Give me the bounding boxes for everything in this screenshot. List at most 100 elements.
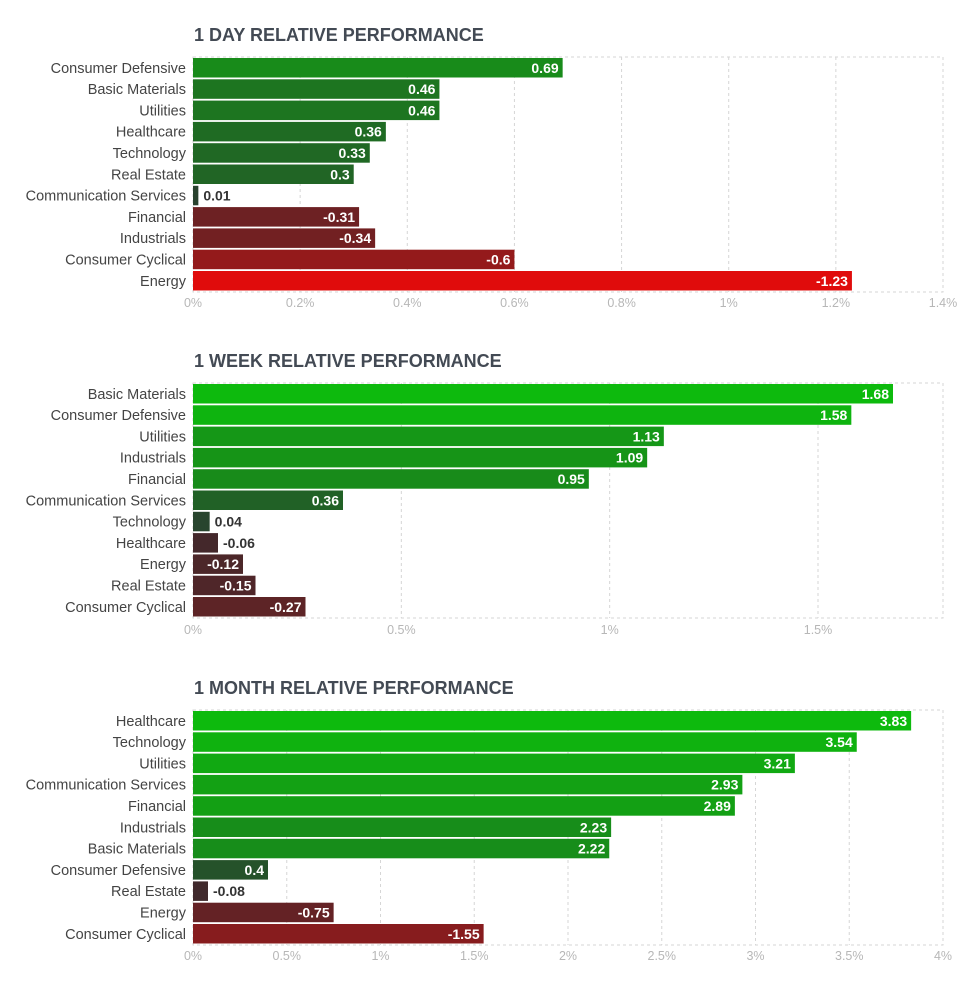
bar: [193, 384, 893, 404]
bar: [193, 817, 612, 837]
bar: [193, 249, 515, 270]
bar: [193, 79, 440, 99]
data-label: -0.31: [323, 209, 355, 225]
data-label: 3.83: [880, 713, 907, 729]
category-label: Consumer Cyclical: [65, 927, 186, 943]
category-label: Consumer Defensive: [51, 863, 186, 879]
chart-1-day: 1 DAY RELATIVE PERFORMANCE 0% 0.2% 0.4% 0.6…: [26, 25, 958, 310]
x-tick-label: 3.5%: [835, 949, 864, 963]
x-tick-label: 3%: [746, 949, 764, 963]
bar: [193, 860, 268, 880]
bar: [193, 881, 208, 901]
data-label: 0.3: [330, 166, 350, 182]
bar: [193, 774, 743, 795]
category-label: Technology: [113, 515, 187, 531]
bar: [193, 732, 857, 752]
bar: [193, 426, 664, 447]
x-tick-label: 0.8%: [607, 296, 636, 310]
bar: [193, 597, 306, 617]
plot-area: [192, 56, 944, 293]
category-label: Communication Services: [26, 189, 186, 205]
data-label: 0.36: [312, 492, 339, 508]
bar: [193, 185, 199, 206]
bar: [193, 207, 360, 227]
data-label: 2.23: [580, 819, 607, 835]
data-label: 3.21: [764, 755, 791, 771]
category-label: Financial: [128, 210, 186, 226]
category-label: Industrials: [120, 231, 186, 247]
data-label: -0.08: [213, 883, 245, 899]
x-tick-label: 1.2%: [822, 296, 851, 310]
data-label: 2.89: [704, 798, 731, 814]
bar: [193, 924, 484, 944]
chart-1-month: 1 MONTH RELATIVE PERFORMANCE 0% 0.5% 1% 1.5…: [26, 678, 952, 963]
data-label: 1.13: [633, 428, 660, 444]
data-label: 0.33: [339, 145, 366, 161]
x-tick-label: 1.5%: [460, 949, 489, 963]
bar: [193, 100, 440, 121]
x-tick-label: 1%: [371, 949, 389, 963]
bar: [193, 143, 370, 163]
category-label: Utilities: [139, 103, 186, 119]
bar: [193, 511, 210, 532]
x-tick-label: 0.4%: [393, 296, 422, 310]
category-label: Technology: [113, 146, 187, 162]
data-label: 1.09: [616, 450, 643, 466]
category-label: Energy: [140, 557, 187, 573]
category-label: Communication Services: [26, 493, 186, 509]
data-label: 3.54: [826, 734, 853, 750]
category-label: Utilities: [139, 756, 186, 772]
data-label: 0.36: [355, 124, 382, 140]
bar: [193, 58, 563, 78]
category-label: Healthcare: [116, 714, 186, 730]
data-label: 0.4: [245, 862, 265, 878]
category-label: Financial: [128, 472, 186, 488]
data-label: -0.34: [339, 230, 371, 246]
chart-title: 1 DAY RELATIVE PERFORMANCE: [194, 25, 484, 45]
chart-title: 1 MONTH RELATIVE PERFORMANCE: [194, 678, 514, 698]
data-label: 0.46: [408, 81, 435, 97]
data-label: -1.23: [816, 273, 848, 289]
category-label: Consumer Cyclical: [65, 600, 186, 616]
category-label: Consumer Cyclical: [65, 252, 186, 268]
x-tick-label: 1.5%: [804, 623, 833, 637]
bar: [193, 405, 852, 425]
category-label: Industrials: [120, 451, 186, 467]
x-tick-label: 1%: [601, 623, 619, 637]
category-label: Real Estate: [111, 167, 186, 183]
data-label: 0.46: [408, 102, 435, 118]
category-label: Energy: [140, 905, 187, 921]
bar: [193, 902, 334, 923]
data-label: 0.04: [215, 514, 242, 530]
bar: [193, 447, 648, 468]
bar: [193, 753, 795, 774]
x-tick-label: 0.2%: [286, 296, 315, 310]
x-tick-label: 0%: [184, 296, 202, 310]
bar: [193, 838, 610, 859]
category-label: Energy: [140, 274, 187, 290]
data-label: 0.01: [203, 188, 230, 204]
x-tick-label: 0%: [184, 623, 202, 637]
data-label: 2.22: [578, 841, 605, 857]
bar: [193, 228, 376, 248]
x-tick-label: 0.6%: [500, 296, 529, 310]
category-label: Basic Materials: [88, 842, 186, 858]
x-tick-label: 1%: [720, 296, 738, 310]
chart-title: 1 WEEK RELATIVE PERFORMANCE: [194, 351, 502, 371]
bar: [193, 575, 256, 596]
x-tick-label: 0%: [184, 949, 202, 963]
data-label: -0.6: [486, 251, 510, 267]
x-tick-label: 0.5%: [387, 623, 416, 637]
bar: [193, 164, 354, 184]
category-label: Technology: [113, 735, 187, 751]
bar: [193, 533, 218, 553]
category-label: Financial: [128, 799, 186, 815]
category-label: Consumer Defensive: [51, 408, 186, 424]
data-label: -0.27: [270, 599, 302, 615]
data-label: -0.12: [207, 556, 239, 572]
category-label: Industrials: [120, 820, 186, 836]
bar: [193, 711, 912, 731]
x-tick-label: 4%: [934, 949, 952, 963]
category-label: Real Estate: [111, 884, 186, 900]
